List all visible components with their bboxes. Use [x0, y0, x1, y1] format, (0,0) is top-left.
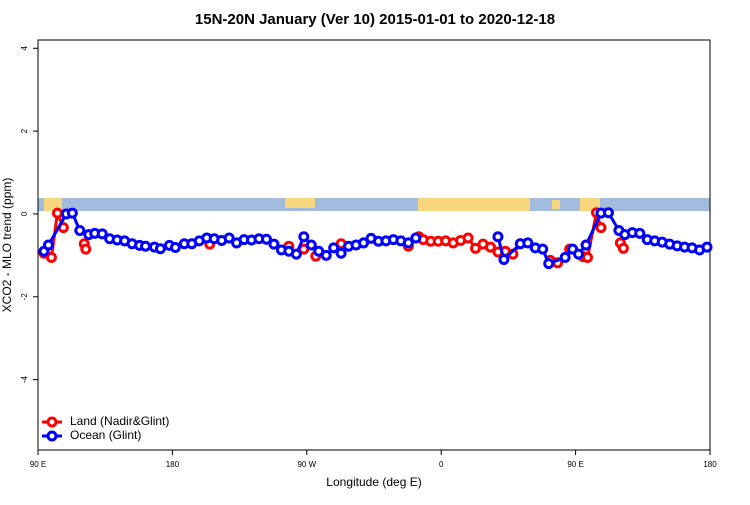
data-point: [154, 243, 166, 255]
data-point: [559, 251, 571, 263]
legend-marker: [46, 430, 58, 442]
x-tick-label: 0: [439, 460, 444, 469]
data-point: [66, 207, 78, 219]
data-point: [290, 248, 302, 260]
land-strip: [552, 200, 560, 209]
data-point: [320, 249, 332, 261]
data-point: [617, 242, 629, 254]
x-tick-label: 90 E: [30, 460, 46, 469]
data-point: [358, 237, 370, 249]
data-point: [462, 232, 474, 244]
data-point: [223, 232, 235, 244]
chart-title: 15N-20N January (Ver 10) 2015-01-01 to 2…: [195, 11, 555, 28]
data-point: [96, 228, 108, 240]
data-point: [595, 222, 607, 234]
legend-label: Land (Nadir&Glint): [70, 414, 169, 428]
data-point: [492, 231, 504, 243]
y-tick-label: 4: [20, 46, 29, 51]
legend-label: Ocean (Glint): [70, 428, 141, 442]
data-point: [305, 239, 317, 251]
sea-strip: [38, 198, 710, 211]
data-point: [522, 237, 534, 249]
data-point: [260, 233, 272, 245]
data-point: [537, 243, 549, 255]
data-point: [484, 241, 496, 253]
data-point: [169, 241, 181, 253]
x-axis-title: Longitude (deg E): [326, 475, 421, 489]
x-tick-label: 180: [166, 460, 180, 469]
land-sea-band: [38, 198, 710, 211]
x-tick-label: 90 E: [567, 460, 583, 469]
data-point: [498, 253, 510, 265]
data-point: [140, 240, 152, 252]
data-point: [298, 231, 310, 243]
y-tick-label: -2: [20, 293, 29, 301]
data-point: [543, 258, 555, 270]
x-tick-label: 180: [703, 460, 717, 469]
data-point: [51, 207, 63, 219]
data-point: [573, 248, 585, 260]
data-point: [580, 239, 592, 251]
land-strip: [418, 198, 530, 211]
data-point: [42, 239, 54, 251]
y-axis-title: XCO2 - MLO trend (ppm): [0, 178, 14, 313]
land-strip: [285, 198, 315, 208]
y-tick-label: -4: [20, 375, 29, 383]
y-tick-label: 2: [20, 128, 29, 133]
data-point: [328, 242, 340, 254]
data-point: [402, 237, 414, 249]
legend-marker: [46, 416, 58, 428]
data-point: [582, 251, 594, 263]
data-point: [74, 225, 86, 237]
data-point: [268, 238, 280, 250]
data-point: [335, 247, 347, 259]
y-tick-label: 0: [20, 211, 29, 216]
data-point: [410, 232, 422, 244]
data-point: [634, 227, 646, 239]
x-tick-label: 90 W: [297, 460, 316, 469]
data-point: [602, 207, 614, 219]
data-point: [80, 243, 92, 255]
data-point: [45, 251, 57, 263]
data-point: [701, 241, 713, 253]
